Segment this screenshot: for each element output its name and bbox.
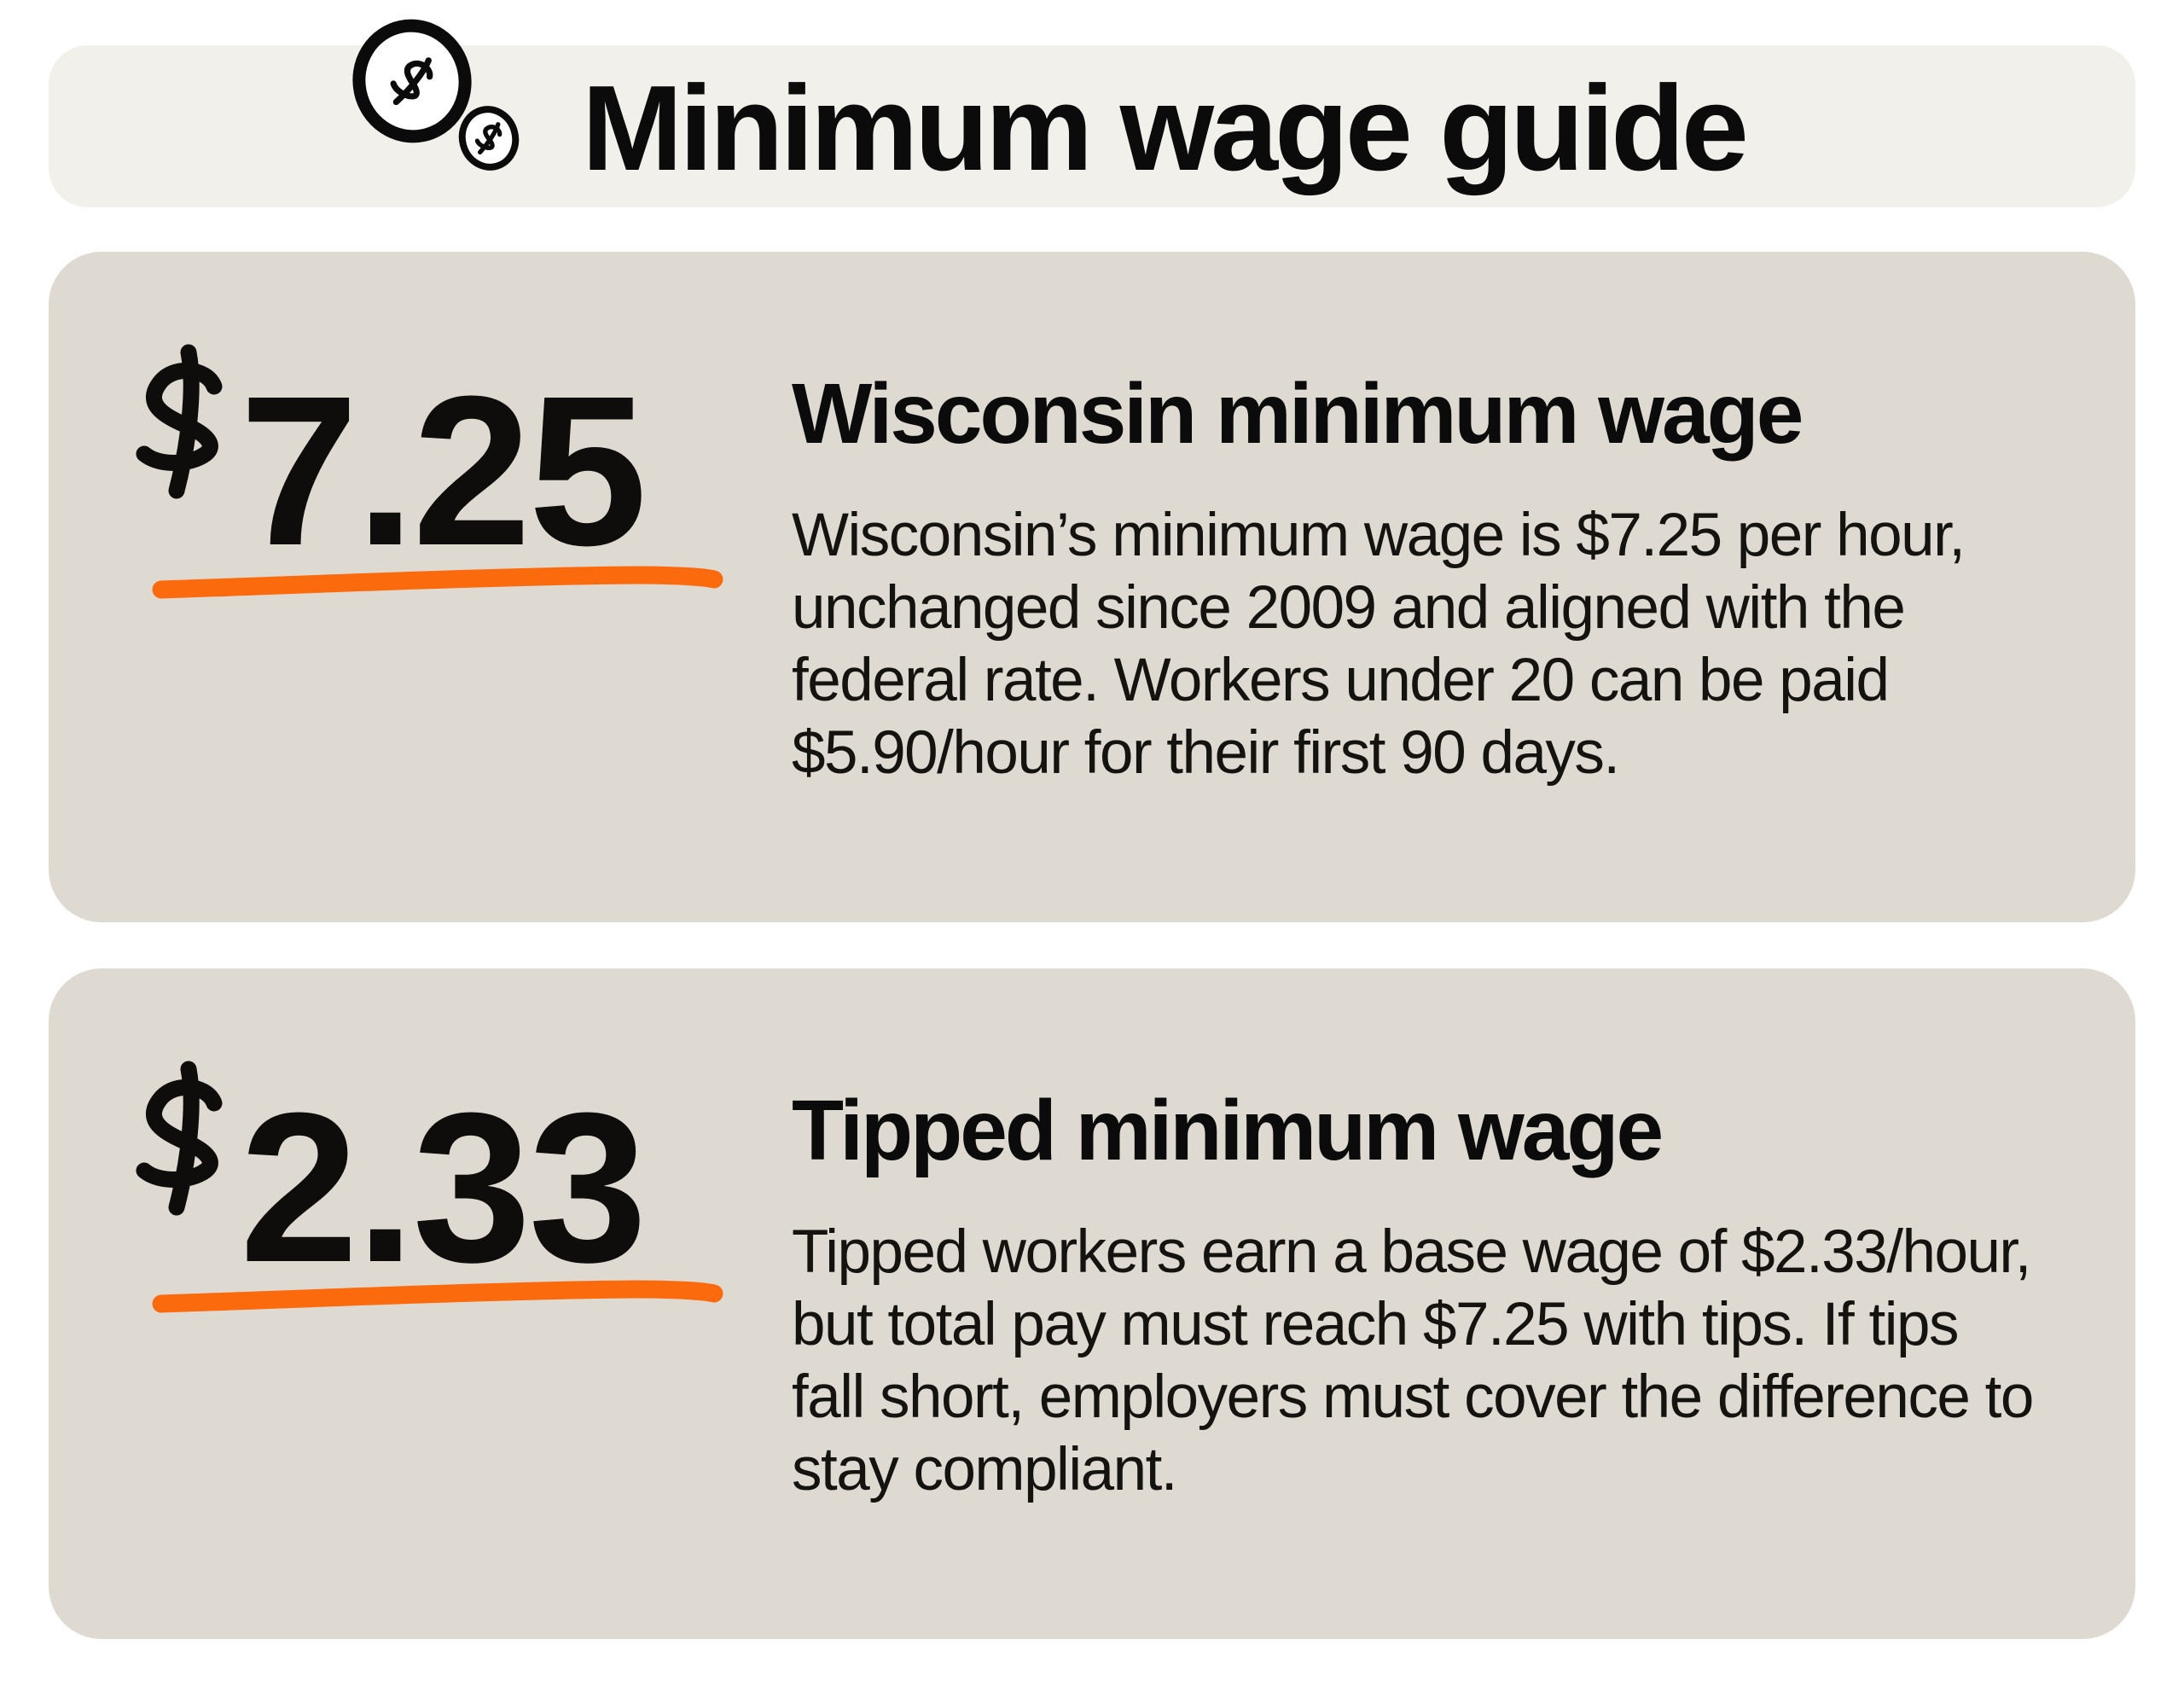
card-body-text: Tipped workers earn a base wage of $2.33… <box>792 1218 2034 1503</box>
page-header: Minimum wage guide <box>49 19 2135 207</box>
hand-drawn-underline <box>152 566 723 599</box>
dollar-coins-icon <box>352 19 520 171</box>
dollar-sign-glyph <box>136 344 223 499</box>
page-title: Minimum wage guide <box>582 61 1749 196</box>
hand-drawn-underline <box>152 1280 723 1313</box>
card-heading: Wisconsin minimum wage <box>792 366 1804 462</box>
dollar-sign-glyph <box>136 1061 223 1216</box>
amount-value: 2.33 <box>240 1068 648 1306</box>
amount-block: 2.33 <box>49 968 816 1639</box>
amount-block: 7.25 <box>49 252 816 922</box>
wisconsin-minimum-wage-card: 7.25 Wisconsin minimum wage Wisconsin’s … <box>49 252 2135 922</box>
tipped-minimum-wage-card: 2.33 Tipped minimum wage Tipped workers … <box>49 968 2135 1639</box>
card-heading: Tipped minimum wage <box>792 1083 1664 1178</box>
card-body-text: Wisconsin’s minimum wage is $7.25 per ho… <box>792 502 1966 787</box>
amount-value: 7.25 <box>240 352 648 590</box>
